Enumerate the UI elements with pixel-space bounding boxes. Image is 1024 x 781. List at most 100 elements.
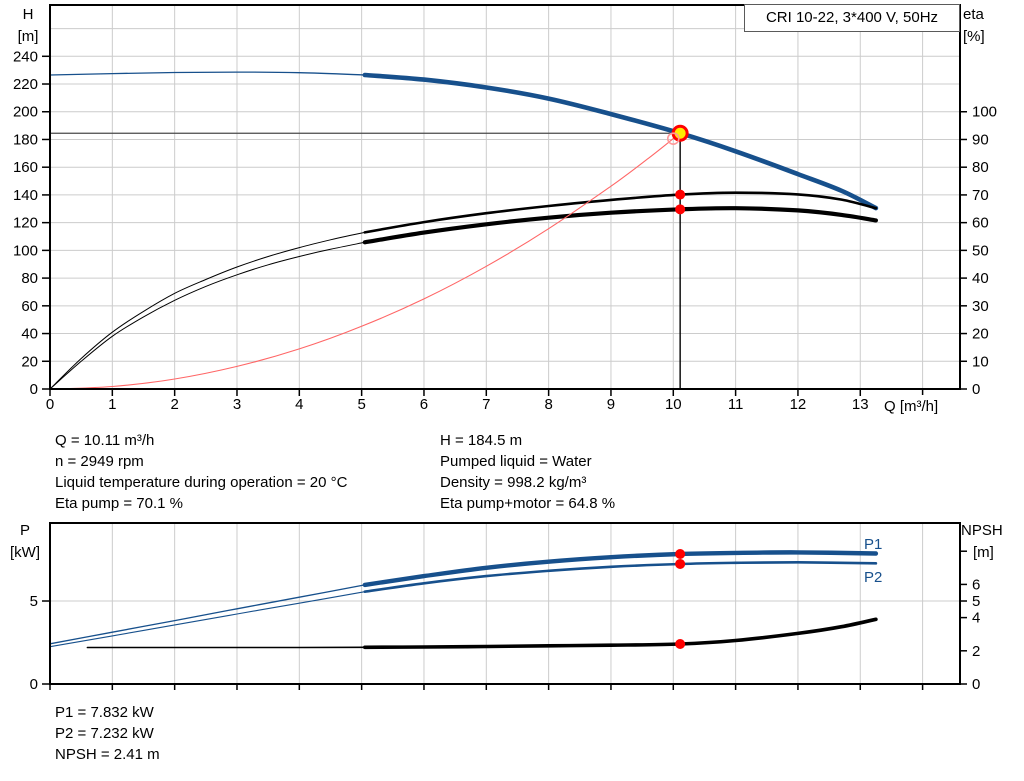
series-h [362,72,879,211]
left-tick-label: 160 [13,159,38,176]
q-axis-label: Q [m³/h] [884,398,939,415]
markers [675,549,686,649]
x-tick-label: 9 [607,396,615,413]
x-tick-label: 7 [482,396,490,413]
x-tick-label: 8 [544,396,552,413]
right-tick-label: 30 [972,298,989,315]
right-tick-label: 50 [972,242,989,259]
left-tick-label: 80 [21,270,38,287]
left-tick-label: 200 [13,104,38,121]
series-eta-pump [363,191,878,234]
series-p1-thin [49,584,366,645]
series-eta-pump-thin [49,231,366,390]
p1-point [675,549,686,560]
series-group [49,71,879,390]
right-tick-label: 100 [972,104,997,121]
left-tick-label: 180 [13,131,38,148]
left-tick-label: 0 [30,676,38,693]
gridlines [50,523,960,684]
info-eta-pump: Eta pump = 70.1 % [55,495,183,512]
series-group [49,550,879,650]
series-eta-pump-motor [362,206,878,245]
right-tick-label: 2 [972,643,980,660]
series-eta-pump-motor-thin [49,241,366,390]
right-tick-label: 4 [972,610,980,627]
result-info: P1 = 7.832 kW P2 = 7.232 kW NPSH = 2.41 … [55,702,160,765]
left-tick-label: 100 [13,242,38,259]
p2-point [675,558,686,569]
x-tick-label: 4 [295,396,303,413]
eta-pump-point [675,189,686,200]
info-speed: n = 2949 rpm [55,453,144,470]
axis-tick-labels: 0 1 2 3 4 5 6 7 8 9 10 11 12 130204060801001201401601… [13,48,997,413]
series-p2-thin [49,591,366,648]
right-tick-label: 80 [972,159,989,176]
info-eta-total: Eta pump+motor = 64.8 % [440,495,616,512]
x-tick-label: 1 [108,396,116,413]
right-tick-label: 70 [972,187,989,204]
npsh-point [675,638,686,649]
info-temperature: Liquid temperature during operation = 20… [55,474,348,491]
x-tick-label: 2 [170,396,178,413]
info-liquid: Pumped liquid = Water [440,453,592,470]
series-h-thin [49,71,366,76]
x-tick-label: 0 [46,396,54,413]
right-tick-label: 10 [972,353,989,370]
axis-ticks [42,55,967,396]
right-tick-label: 20 [972,326,989,343]
p-axis-unit-kw: [kW] [10,544,40,561]
system-curve-intersection [666,132,680,145]
info-flow: Q = 10.11 m³/h [55,432,155,449]
series-p1 [362,550,879,588]
gridlines [50,5,960,389]
plot-border [49,4,961,390]
eta-pump-motor-point [675,204,686,215]
left-tick-label: 120 [13,215,38,232]
right-tick-label: 0 [972,676,980,693]
left-tick-label: 140 [13,187,38,204]
eta-axis-unit-pct: [%] [963,28,985,45]
x-tick-label: 3 [233,396,241,413]
left-tick-label: 240 [13,48,38,65]
axis-ticks [42,550,967,690]
x-tick-label: 5 [357,396,365,413]
right-tick-label: 40 [972,270,989,287]
left-tick-label: 5 [30,593,38,610]
series-system-curve [49,138,674,390]
left-tick-label: 60 [21,298,38,315]
result-p2: P2 = 7.232 kW [55,725,154,742]
plot-border [49,522,961,685]
x-tick-label: 6 [420,396,428,413]
series-npsh [363,617,878,650]
markers [666,124,689,215]
p1-curve-label: P1 [864,536,883,553]
x-tick-label: 11 [728,396,744,413]
npsh-axis-unit-m: [m] [973,544,994,561]
duty-info-right: H = 184.5 m Pumped liquid = Water Densit… [440,430,615,514]
x-tick-label: 10 [665,396,682,413]
left-tick-label: 40 [21,326,38,343]
right-tick-label: 0 [972,381,980,398]
p2-curve-label: P2 [864,569,883,586]
left-tick-label: 20 [21,353,38,370]
x-tick-label: 13 [852,396,869,413]
right-tick-label: 5 [972,593,980,610]
info-density: Density = 998.2 kg/m³ [440,474,587,491]
left-tick-label: 0 [30,381,38,398]
result-npsh: NPSH = 2.41 m [55,746,160,763]
pump-title-box: CRI 10-22, 3*400 V, 50Hz [744,4,960,32]
npsh-axis-unit: NPSH [961,522,1003,539]
info-head: H = 184.5 m [440,432,523,449]
duty-info-left: Q = 10.11 m³/h n = 2949 rpm Liquid tempe… [55,430,347,514]
chart-0: 0 1 2 3 4 5 6 7 8 9 10 11 12 130204060801001201401601… [13,4,997,413]
x-tick-label: 12 [790,396,807,413]
p-axis-unit: P [19,522,30,539]
right-tick-label: 90 [972,131,989,148]
h-axis-unit-m: [m] [17,28,39,45]
left-tick-label: 220 [13,76,38,93]
result-p1: P1 = 7.832 kW [55,704,154,721]
series-p2 [363,561,878,593]
